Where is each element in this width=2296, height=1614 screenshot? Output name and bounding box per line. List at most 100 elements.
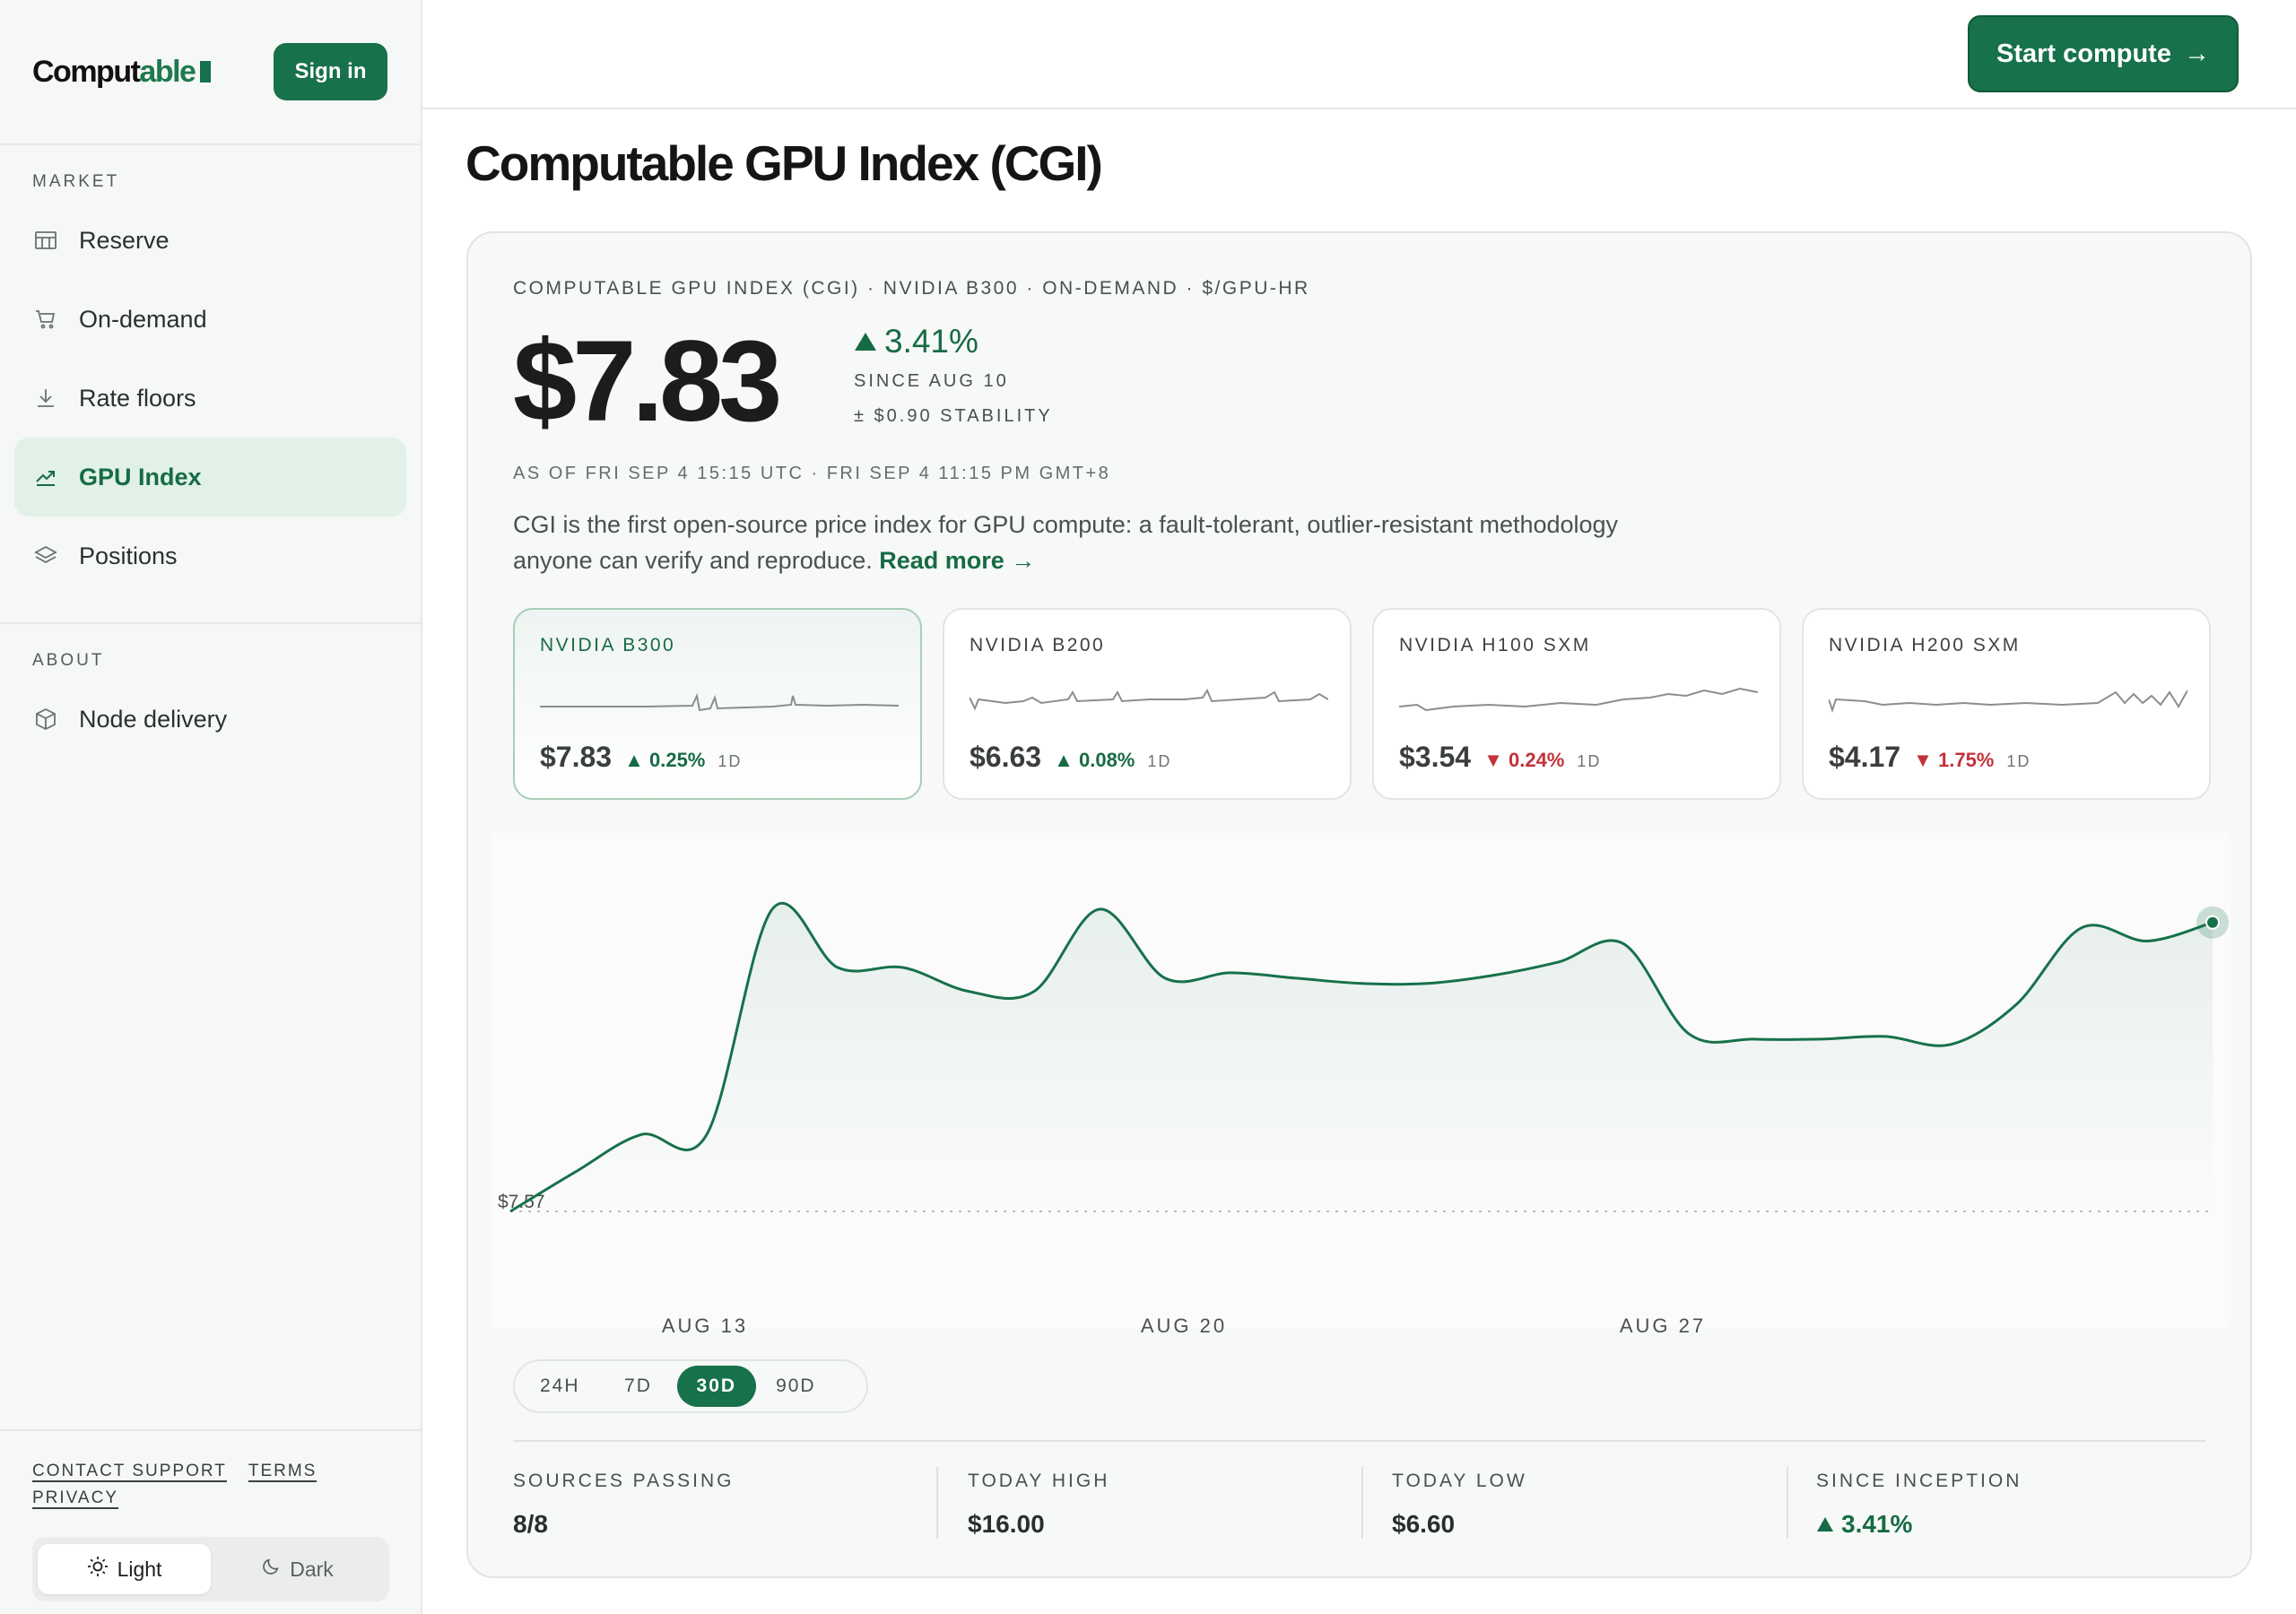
about-nav: Node delivery <box>0 680 421 759</box>
gpu-name: NVIDIA H200 SXM <box>1829 635 2021 655</box>
index-change-block: 3.41% SINCE AUG 10 ± $0.90 STABILITY <box>854 323 1053 427</box>
gpu-change: ▲ 0.08% <box>1054 749 1135 772</box>
gpu-period: 1D <box>2006 752 2031 770</box>
down-triangle-icon: ▼ <box>1483 749 1503 771</box>
gpu-price: $4.17 <box>1829 741 1901 773</box>
chart-x-axis: AUG 13 AUG 20 AUG 27 <box>468 1315 2250 1341</box>
index-price: $7.83 <box>513 317 782 446</box>
gpu-card-footer: $6.63 ▲ 0.08% 1D <box>970 741 1171 774</box>
gpu-name: NVIDIA B200 <box>970 635 1106 655</box>
gpu-card-footer: $4.17 ▼ 1.75% 1D <box>1829 741 2031 774</box>
logo[interactable]: Comput able <box>32 54 212 90</box>
sidebar: Comput able Sign in MARKET Reserve On-dem… <box>0 0 422 1614</box>
logo-mark <box>200 61 212 82</box>
stat-value: $16.00 <box>968 1510 1045 1538</box>
gpu-price: $3.54 <box>1399 741 1472 773</box>
sidebar-item-rate-floors[interactable]: Rate floors <box>14 359 406 438</box>
theme-toggle: Light Dark <box>32 1537 389 1601</box>
theme-light-option[interactable]: Light <box>38 1544 211 1594</box>
sidebar-item-positions[interactable]: Positions <box>14 516 406 595</box>
theme-light-label: Light <box>117 1557 162 1581</box>
cube-icon <box>32 706 59 733</box>
gpu-price: $6.63 <box>970 741 1042 773</box>
stat-label: SINCE INCEPTION <box>1816 1471 2022 1491</box>
market-section-label: MARKET <box>32 172 120 191</box>
stat-separator <box>1787 1467 1788 1539</box>
stat-separator <box>1361 1467 1363 1539</box>
sparkline <box>540 692 899 712</box>
gpu-change-value: 1.75% <box>1937 749 1995 771</box>
stat-separator <box>936 1467 938 1539</box>
index-as-of: AS OF FRI SEP 4 15:15 UTC · FRI SEP 4 11… <box>513 464 1111 483</box>
chart-area-fill <box>510 903 2213 1211</box>
range-tab-90d[interactable]: 90D <box>776 1375 816 1396</box>
up-triangle-icon <box>855 333 876 351</box>
moon-icon <box>261 1557 281 1582</box>
top-bar: Start compute → <box>422 0 2296 109</box>
gpu-change: ▲ 0.25% <box>624 749 705 772</box>
price-chart[interactable]: $7.57 <box>491 833 2231 1328</box>
sparkline <box>1829 690 2187 714</box>
gpu-price: $7.83 <box>540 741 613 773</box>
gpu-change-value: 0.08% <box>1078 749 1135 771</box>
range-tab-7d[interactable]: 7D <box>624 1375 652 1396</box>
theme-dark-option[interactable]: Dark <box>211 1544 384 1594</box>
x-tick-label: AUG 20 <box>1140 1315 1228 1337</box>
index-description: CGI is the first open-source price index… <box>513 507 1634 578</box>
stat-today-high: TODAY HIGH $16.00 <box>968 1471 1109 1539</box>
sign-in-button[interactable]: Sign in <box>274 43 387 100</box>
gpu-card-h100-sxm[interactable]: NVIDIA H100 SXM $3.54 ▼ 0.24% 1D <box>1372 608 1781 800</box>
stat-since-inception: SINCE INCEPTION 3.41% <box>1816 1471 2022 1539</box>
gpu-change-value: 0.24% <box>1508 749 1565 771</box>
sparkline <box>970 688 1328 711</box>
sidebar-item-node-delivery[interactable]: Node delivery <box>14 680 406 759</box>
gpu-card-h200-sxm[interactable]: NVIDIA H200 SXM $4.17 ▼ 1.75% 1D <box>1802 608 2211 800</box>
start-compute-button[interactable]: Start compute → <box>1968 15 2239 92</box>
gpu-card-footer: $3.54 ▼ 0.24% 1D <box>1399 741 1601 774</box>
stat-value: 3.41% <box>1816 1510 2022 1539</box>
sidebar-item-label: Rate floors <box>79 384 196 412</box>
sidebar-item-label: GPU Index <box>79 463 202 490</box>
sidebar-item-gpu-index[interactable]: GPU Index <box>14 438 406 516</box>
stat-value: $6.60 <box>1392 1510 1456 1538</box>
terms-link[interactable]: TERMS <box>248 1462 317 1482</box>
up-triangle-icon: ▲ <box>1054 749 1074 771</box>
index-caption: COMPUTABLE GPU INDEX (CGI) · NVIDIA B300… <box>513 278 1310 299</box>
sidebar-item-on-demand[interactable]: On-demand <box>14 280 406 359</box>
privacy-link[interactable]: PRIVACY <box>32 1488 119 1509</box>
about-section-label: ABOUT <box>32 651 105 670</box>
range-selector: 24H 7D 30D 90D <box>513 1359 868 1413</box>
brand-row: Comput able Sign in <box>0 0 421 145</box>
sidebar-item-label: Reserve <box>79 226 170 254</box>
current-point[interactable] <box>2205 915 2220 930</box>
stat-value-text: 3.41% <box>1841 1510 1913 1538</box>
contact-support-link[interactable]: CONTACT SUPPORT <box>32 1462 227 1482</box>
sidebar-item-label: On-demand <box>79 305 207 333</box>
index-card: COMPUTABLE GPU INDEX (CGI) · NVIDIA B300… <box>466 231 2252 1578</box>
x-tick-label: AUG 13 <box>661 1315 749 1337</box>
gpu-card-b200[interactable]: NVIDIA B200 $6.63 ▲ 0.08% 1D <box>943 608 1352 800</box>
stat-label: TODAY HIGH <box>968 1471 1110 1491</box>
x-tick-label: AUG 27 <box>1619 1315 1707 1337</box>
gpu-name: NVIDIA H100 SXM <box>1399 635 1591 655</box>
price-chart-svg: $7.57 <box>498 901 2229 1213</box>
trend-icon <box>32 464 59 490</box>
market-nav: Reserve On-demand Rate floors GPU Index … <box>0 201 421 595</box>
sidebar-footer: CONTACT SUPPORT TERMS PRIVACY Light Dark <box>0 1429 421 1614</box>
read-more-link[interactable]: Read more → <box>879 547 1036 574</box>
gpu-card-b300[interactable]: NVIDIA B300 $7.83 ▲ 0.25% 1D <box>513 608 922 800</box>
sidebar-item-reserve[interactable]: Reserve <box>14 201 406 280</box>
sidebar-item-label: Positions <box>79 542 178 569</box>
page-title: Computable GPU Index (CGI) <box>465 135 1103 191</box>
footer-links: CONTACT SUPPORT TERMS PRIVACY <box>32 1458 388 1512</box>
stat-today-low: TODAY LOW $6.60 <box>1392 1471 1527 1539</box>
index-stability: ± $0.90 STABILITY <box>854 406 1053 426</box>
index-since: SINCE AUG 10 <box>854 371 1009 391</box>
range-tab-30d[interactable]: 30D <box>676 1366 757 1407</box>
logo-text-b: able <box>139 54 196 89</box>
gpu-card-footer: $7.83 ▲ 0.25% 1D <box>540 741 742 774</box>
sparkline <box>1399 687 1758 712</box>
range-tab-24h[interactable]: 24H <box>540 1375 580 1396</box>
grid-icon <box>32 227 59 254</box>
up-triangle-icon: ▲ <box>624 749 644 771</box>
